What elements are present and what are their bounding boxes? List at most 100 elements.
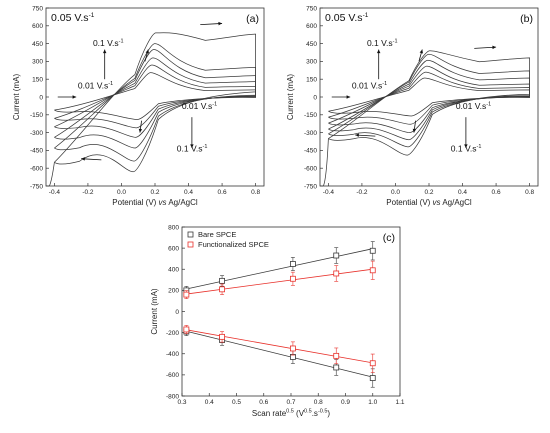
annotation-upper-low: 0.01 V.s-1 [78, 81, 113, 91]
annotation-lower-low: 0.01 V.s-1 [182, 101, 217, 111]
annotation-upper-low-sup: -1 [382, 81, 387, 87]
panel-label: (a) [246, 13, 259, 25]
plot-frame [181, 226, 401, 397]
y-tick-label: -750 [304, 183, 317, 190]
y-tick-label: 400 [168, 267, 179, 274]
fit-line-series-1 [186, 248, 373, 290]
y-tick-label: -300 [30, 130, 43, 137]
x-axis-label-part: Ag/AgCl [441, 198, 472, 207]
scan-direction-arrow-head [419, 49, 423, 54]
x-axis-label-part: Ag/AgCl [167, 198, 198, 207]
data-point-series-1 [219, 277, 225, 284]
scan-direction-arrow-head [138, 128, 143, 133]
y-tick-label: -600 [166, 372, 179, 379]
scan-rate-title-value: 0.05 V.s [51, 12, 89, 24]
increasing-scan-rate-arrow-head [102, 49, 107, 54]
scan-direction-arrow-head [492, 45, 497, 50]
data-point-series-2 [333, 270, 340, 277]
scan-direction-arrow [200, 23, 223, 26]
annotation-lower-high: 0.1 V.s-1 [451, 144, 482, 154]
y-tick-label: 750 [32, 5, 43, 12]
y-tick-label: -450 [30, 148, 43, 155]
data-point-series-3 [333, 364, 340, 371]
annotation-upper-low-value: 0.01 V.s [78, 81, 108, 91]
data-point-series-1 [369, 247, 376, 254]
annotation-lower-low-sup: -1 [212, 101, 217, 107]
y-tick-label: 600 [306, 23, 317, 30]
annotation-lower-high-sup: -1 [476, 144, 481, 150]
x-axis-label-part: Potential (V) [112, 198, 158, 207]
x-tick-label: 0.6 [492, 189, 501, 196]
x-axis-label-part: ) [327, 409, 330, 418]
annotation-upper-low-sup: -1 [108, 81, 113, 87]
x-axis-label-part: -0.5 [318, 409, 327, 415]
scan-rate-title-value: 0.05 V.s [325, 12, 363, 24]
y-tick-label: 600 [32, 23, 43, 30]
x-axis-label-vs: vs [433, 198, 441, 207]
cv-curve-tail [323, 138, 329, 187]
x-tick-label: 0.4 [458, 189, 467, 196]
x-tick-label: 0.2 [150, 189, 159, 196]
x-tick-label: 0.0 [117, 189, 126, 196]
y-tick-label: 450 [32, 41, 43, 48]
x-axis-label: Potential (V) vs Ag/AgCl [112, 198, 198, 207]
cv-curve-scan-6 [54, 32, 256, 173]
y-tick-label: 0 [175, 309, 179, 316]
annotation-upper-high-sup: -1 [393, 38, 398, 44]
data-point-series-4 [369, 360, 376, 367]
annotation-lower-low-value: 0.01 V.s [456, 101, 486, 111]
increasing-scan-rate-arrow-head [464, 144, 468, 149]
cv-curve-tail [49, 162, 55, 187]
data-point-series-3 [369, 375, 376, 381]
y-tick-label: -450 [304, 148, 317, 155]
cv-curve-scan-6 [328, 50, 530, 156]
annotation-upper-high-value: 0.1 V.s [367, 38, 393, 48]
data-point-series-4 [183, 326, 190, 333]
y-axis-label: Current (mA) [150, 288, 159, 335]
y-tick-label: 0 [39, 94, 43, 101]
annotation-upper-low: 0.01 V.s-1 [352, 81, 387, 91]
x-tick-label: 0.2 [424, 189, 433, 196]
x-axis-label-part: (V [294, 409, 305, 418]
data-point-series-4 [333, 352, 340, 359]
y-tick-label: 750 [306, 5, 317, 12]
annotation-lower-high-value: 0.1 V.s [177, 144, 203, 154]
legend-marker [187, 231, 194, 238]
y-tick-label: -200 [166, 330, 179, 337]
x-axis-label-part: 0.5 [304, 409, 312, 415]
scan-direction-arrow-head [72, 95, 77, 99]
x-tick-label: -0.2 [356, 189, 368, 196]
scan-direction-arrow-head [81, 157, 85, 161]
x-axis-label-part: Potential (V) [386, 198, 432, 207]
fit-line-series-2 [186, 268, 373, 295]
increasing-scan-rate-arrow-head [376, 49, 381, 54]
x-axis-label-part: Scan rate [252, 409, 287, 418]
annotation-upper-low-value: 0.01 V.s [352, 81, 382, 91]
y-tick-label: 150 [306, 77, 317, 84]
annotation-upper-high-sup: -1 [119, 38, 124, 44]
y-tick-label: -800 [166, 393, 179, 400]
x-tick-label: -0.4 [49, 189, 61, 196]
panel-label: (c) [383, 232, 395, 244]
x-axis-label-part: 0.5 [286, 409, 294, 415]
annotation-lower-low: 0.01 V.s-1 [456, 101, 491, 111]
x-tick-label: 0.3 [177, 399, 186, 406]
y-tick-label: -750 [30, 183, 43, 190]
data-point-series-2 [219, 286, 225, 293]
legend-marker [187, 241, 194, 248]
x-tick-label: -0.4 [323, 189, 335, 196]
cv-curve-scan-5 [328, 53, 530, 148]
y-tick-label: 150 [32, 77, 43, 84]
data-point-series-4 [290, 345, 296, 352]
data-point-series-1 [333, 252, 340, 259]
scan-direction-arrow-head [145, 49, 149, 54]
annotation-upper-high: 0.1 V.s-1 [367, 38, 398, 48]
scan-rate-title-sup: -1 [89, 12, 95, 19]
x-tick-label: -0.2 [82, 189, 94, 196]
y-tick-label: 200 [168, 288, 179, 295]
annotation-lower-high: 0.1 V.s-1 [177, 144, 208, 154]
cv-curve-scan-5 [54, 43, 256, 162]
x-tick-label: 0.4 [205, 399, 214, 406]
x-tick-label: 0.7 [286, 399, 295, 406]
